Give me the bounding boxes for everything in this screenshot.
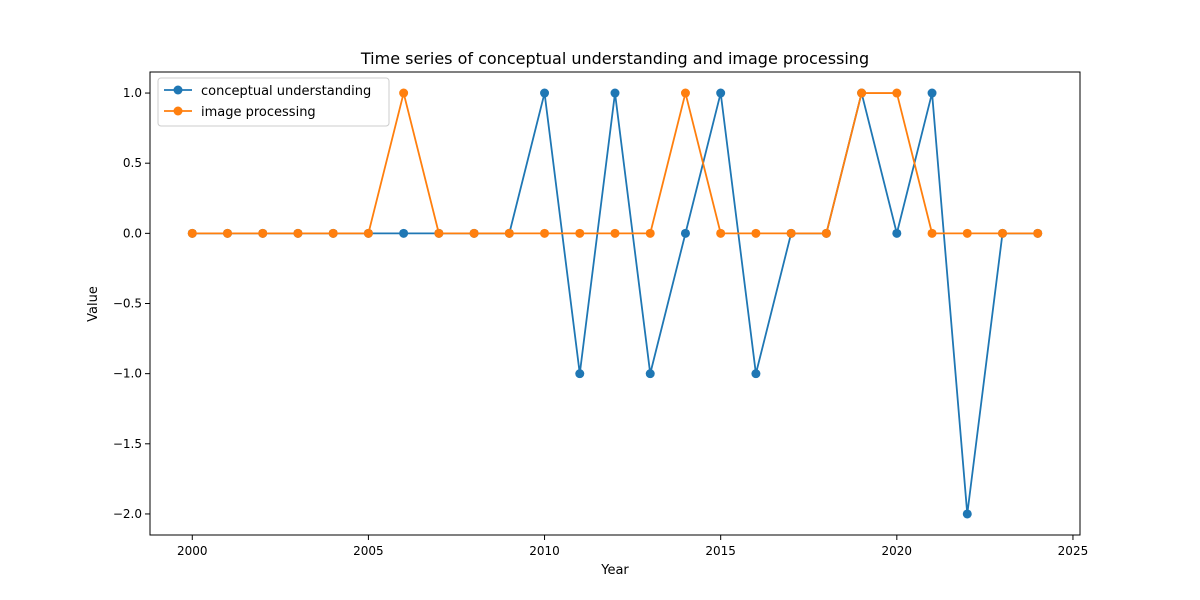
y-tick-label: −0.5 xyxy=(113,297,142,311)
data-point-image-processing xyxy=(258,228,268,238)
data-point-image-processing xyxy=(328,228,338,238)
data-point-image-processing xyxy=(786,228,796,238)
data-point-conceptual-understanding xyxy=(575,369,585,379)
data-point-image-processing xyxy=(434,228,444,238)
data-point-image-processing xyxy=(399,88,409,98)
data-point-conceptual-understanding xyxy=(927,88,937,98)
data-point-image-processing xyxy=(892,88,902,98)
data-point-conceptual-understanding xyxy=(716,88,726,98)
plot-frame xyxy=(149,71,1081,536)
legend-item-image-processing: image processing xyxy=(164,105,316,120)
legend-item-conceptual-understanding: conceptual understanding xyxy=(164,84,371,99)
data-point-image-processing xyxy=(575,228,585,238)
data-point-image-processing xyxy=(927,228,937,238)
data-point-conceptual-understanding xyxy=(645,369,655,379)
series-image-processing xyxy=(187,88,1043,238)
y-tick-label: 0.0 xyxy=(123,226,142,240)
x-tick-label: 2010 xyxy=(529,544,560,558)
data-point-image-processing xyxy=(962,228,972,238)
legend-label: conceptual understanding xyxy=(201,84,371,99)
y-axis-label: Value xyxy=(86,286,101,322)
data-point-image-processing xyxy=(540,228,550,238)
data-point-conceptual-understanding xyxy=(680,228,690,238)
x-tick-label: 2025 xyxy=(1058,544,1089,558)
data-point-conceptual-understanding xyxy=(962,509,972,519)
data-point-image-processing xyxy=(223,228,232,238)
y-axis: −2.0 −1.5 −1.0 −0.5 0.0 0.5 1.0 xyxy=(113,86,150,521)
y-tick-label: −1.0 xyxy=(113,367,142,381)
y-tick-label: 1.0 xyxy=(123,86,142,100)
data-point-image-processing xyxy=(293,228,303,238)
legend-marker xyxy=(173,85,183,95)
x-axis: 2000 2005 2010 2015 2020 2025 xyxy=(177,535,1088,558)
legend-box xyxy=(157,77,390,127)
data-point-image-processing xyxy=(363,228,373,238)
data-point-image-processing xyxy=(187,228,197,238)
legend: conceptual understanding image processing xyxy=(157,77,390,127)
data-point-image-processing xyxy=(645,228,655,238)
data-point-image-processing xyxy=(680,88,690,98)
data-point-image-processing xyxy=(1033,228,1043,238)
x-tick-label: 2005 xyxy=(353,544,384,558)
data-point-image-processing xyxy=(469,228,479,238)
y-tick-label: −1.5 xyxy=(113,437,142,451)
data-point-conceptual-understanding xyxy=(892,228,902,238)
data-point-image-processing xyxy=(610,228,620,238)
data-point-image-processing xyxy=(857,88,867,98)
legend-label: image processing xyxy=(201,105,316,120)
data-point-image-processing xyxy=(821,228,831,238)
series-layer xyxy=(187,88,1043,519)
data-point-conceptual-understanding xyxy=(399,228,409,238)
y-tick-label: −2.0 xyxy=(113,507,142,521)
x-axis-label: Year xyxy=(600,563,629,578)
plot-area xyxy=(149,71,1081,536)
data-point-conceptual-understanding xyxy=(610,88,620,98)
data-point-conceptual-understanding xyxy=(540,88,550,98)
chart-title: Time series of conceptual understanding … xyxy=(360,49,869,68)
legend-marker xyxy=(173,106,183,116)
data-point-image-processing xyxy=(716,228,726,238)
data-point-image-processing xyxy=(998,228,1007,238)
x-tick-label: 2000 xyxy=(177,544,208,558)
x-tick-label: 2020 xyxy=(882,544,913,558)
data-point-image-processing xyxy=(751,228,761,238)
data-point-conceptual-understanding xyxy=(751,369,761,379)
x-tick-label: 2015 xyxy=(705,544,736,558)
y-tick-label: 0.5 xyxy=(123,156,142,170)
data-point-image-processing xyxy=(504,228,514,238)
